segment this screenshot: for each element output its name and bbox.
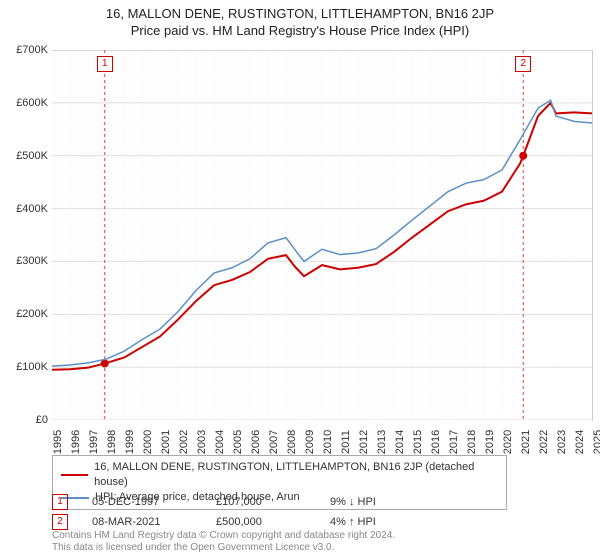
y-axis-tick-label: £700K bbox=[2, 44, 48, 56]
footer-credits: Contains HM Land Registry data © Crown c… bbox=[52, 530, 395, 554]
footer-line1: Contains HM Land Registry data © Crown c… bbox=[52, 530, 395, 542]
x-axis-tick-label: 2014 bbox=[394, 430, 406, 454]
x-axis-tick-label: 2022 bbox=[538, 430, 550, 454]
chart-titles: 16, MALLON DENE, RUSTINGTON, LITTLEHAMPT… bbox=[0, 0, 600, 38]
y-axis-tick-label: £400K bbox=[2, 203, 48, 215]
chart-lines-svg bbox=[52, 50, 592, 420]
y-axis-tick-label: £500K bbox=[2, 150, 48, 162]
x-axis-tick-label: 2008 bbox=[286, 430, 298, 454]
x-axis-tick-label: 2024 bbox=[574, 430, 586, 454]
x-axis-tick-label: 2003 bbox=[196, 430, 208, 454]
x-axis-tick-label: 2009 bbox=[304, 430, 316, 454]
x-axis-tick-label: 2001 bbox=[160, 430, 172, 454]
chart-title-address: 16, MALLON DENE, RUSTINGTON, LITTLEHAMPT… bbox=[0, 6, 600, 21]
legend-swatch-price-paid bbox=[61, 474, 88, 476]
sale-row: 2 08-MAR-2021 £500,000 4% ↑ HPI bbox=[52, 514, 410, 530]
reference-marker-icon: 2 bbox=[515, 56, 531, 72]
x-axis-tick-label: 2017 bbox=[448, 430, 460, 454]
x-axis-tick-label: 2007 bbox=[268, 430, 280, 454]
sales-table: 1 05-DEC-1997 £107,000 9% ↓ HPI 2 08-MAR… bbox=[52, 494, 410, 534]
sale-marker-icon: 1 bbox=[52, 494, 68, 510]
x-axis-tick-label: 2006 bbox=[250, 430, 262, 454]
x-axis-tick-label: 2005 bbox=[232, 430, 244, 454]
legend-label-price-paid: 16, MALLON DENE, RUSTINGTON, LITTLEHAMPT… bbox=[94, 460, 498, 490]
data-point-marker bbox=[519, 152, 527, 160]
x-axis-tick-label: 2000 bbox=[142, 430, 154, 454]
sale-date: 08-MAR-2021 bbox=[92, 516, 192, 528]
x-axis-tick-label: 1999 bbox=[124, 430, 136, 454]
y-axis-tick-label: £300K bbox=[2, 255, 48, 267]
x-axis-tick-label: 2018 bbox=[466, 430, 478, 454]
sale-date: 05-DEC-1997 bbox=[92, 496, 192, 508]
x-axis-tick-label: 1996 bbox=[70, 430, 82, 454]
x-axis-tick-label: 1995 bbox=[52, 430, 64, 454]
sale-price: £500,000 bbox=[216, 516, 306, 528]
y-axis-tick-label: £600K bbox=[2, 97, 48, 109]
x-axis-tick-label: 2020 bbox=[502, 430, 514, 454]
reference-marker-icon: 1 bbox=[97, 56, 113, 72]
x-axis-tick-label: 2021 bbox=[520, 430, 532, 454]
footer-line2: This data is licensed under the Open Gov… bbox=[52, 542, 395, 554]
sale-price: £107,000 bbox=[216, 496, 306, 508]
sale-hpi-delta: 9% ↓ HPI bbox=[330, 496, 410, 508]
chart-plot-area: £0£100K£200K£300K£400K£500K£600K£700K199… bbox=[52, 50, 592, 420]
sale-hpi-delta: 4% ↑ HPI bbox=[330, 516, 410, 528]
y-axis-tick-label: £200K bbox=[2, 308, 48, 320]
y-axis-tick-label: £0 bbox=[2, 414, 48, 426]
x-axis-tick-label: 2016 bbox=[430, 430, 442, 454]
x-axis-tick-label: 2011 bbox=[340, 430, 352, 454]
x-axis-tick-label: 2015 bbox=[412, 430, 424, 454]
chart-title-sub: Price paid vs. HM Land Registry's House … bbox=[0, 23, 600, 38]
x-axis-tick-label: 1997 bbox=[88, 430, 100, 454]
x-axis-tick-label: 2025 bbox=[592, 430, 600, 454]
x-axis-tick-label: 2004 bbox=[214, 430, 226, 454]
x-axis-tick-label: 2023 bbox=[556, 430, 568, 454]
x-axis-tick-label: 1998 bbox=[106, 430, 118, 454]
legend-item-price-paid: 16, MALLON DENE, RUSTINGTON, LITTLEHAMPT… bbox=[61, 460, 498, 490]
sale-row: 1 05-DEC-1997 £107,000 9% ↓ HPI bbox=[52, 494, 410, 510]
y-axis-tick-label: £100K bbox=[2, 361, 48, 373]
sale-marker-icon: 2 bbox=[52, 514, 68, 530]
x-axis-tick-label: 2013 bbox=[376, 430, 388, 454]
x-axis-tick-label: 2019 bbox=[484, 430, 496, 454]
x-axis-tick-label: 2012 bbox=[358, 430, 370, 454]
x-axis-tick-label: 2010 bbox=[322, 430, 334, 454]
x-axis-tick-label: 2002 bbox=[178, 430, 190, 454]
